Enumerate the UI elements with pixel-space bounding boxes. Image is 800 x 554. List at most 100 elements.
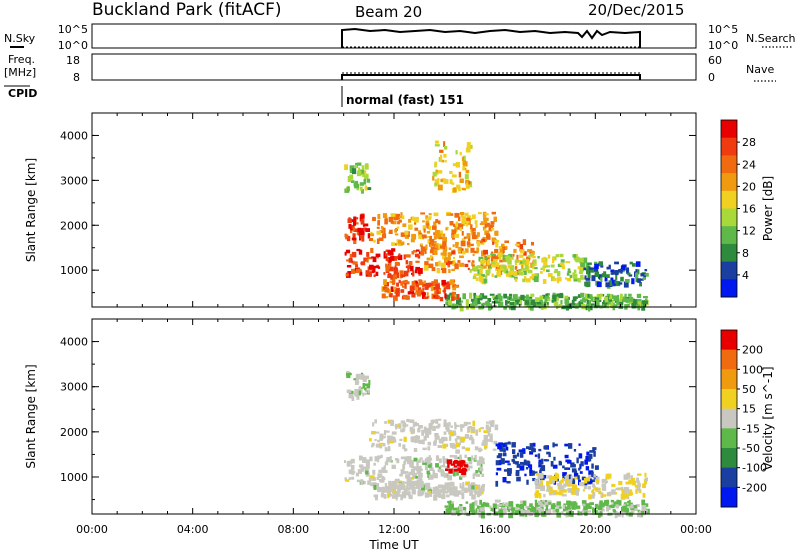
echo-cell xyxy=(402,280,406,285)
echo-cell xyxy=(432,489,438,495)
echo-cell xyxy=(460,460,463,467)
echo-cell xyxy=(434,140,439,144)
echo-cell xyxy=(494,424,499,431)
echo-cell xyxy=(416,249,420,252)
echo-cell xyxy=(463,421,468,427)
echo-cell xyxy=(525,466,529,470)
echo-cell xyxy=(449,455,455,458)
echo-cell xyxy=(411,281,416,288)
echo-cell xyxy=(512,253,515,257)
echo-cell xyxy=(599,293,603,297)
echo-cell xyxy=(389,280,392,284)
echo-cell xyxy=(532,442,536,447)
echo-cell xyxy=(515,472,520,476)
echo-cell xyxy=(392,488,395,494)
echo-cell xyxy=(386,457,391,462)
echo-cell xyxy=(515,503,520,508)
echo-cell xyxy=(496,499,501,502)
freq-tick-bottom: 8 xyxy=(73,71,80,84)
echo-cell xyxy=(465,299,469,305)
echo-cell xyxy=(562,489,567,493)
echo-cell xyxy=(481,467,484,472)
echo-cell xyxy=(430,419,434,425)
echo-cell xyxy=(371,442,375,447)
echo-cell xyxy=(524,300,529,305)
echo-cell xyxy=(574,476,578,480)
echo-cell xyxy=(644,269,648,272)
echo-cell xyxy=(444,249,447,256)
echo-cell xyxy=(455,424,460,427)
y-axis-label: Slant Range [km] xyxy=(24,364,38,468)
echo-cell xyxy=(452,443,455,449)
echo-cell xyxy=(443,460,448,464)
echo-cell xyxy=(385,265,390,269)
echo-cell xyxy=(464,263,469,268)
echo-cell xyxy=(424,236,429,239)
echo-cell xyxy=(578,443,581,446)
echo-cell xyxy=(450,213,454,216)
echo-cell xyxy=(403,436,407,442)
echo-cell xyxy=(349,253,353,260)
echo-cell xyxy=(430,255,433,259)
echo-cell xyxy=(585,456,590,462)
echo-cell xyxy=(356,479,362,483)
echo-cell xyxy=(550,461,554,467)
echo-cell xyxy=(375,253,381,258)
echo-cell xyxy=(354,392,357,396)
echo-cell xyxy=(437,423,441,428)
echo-cell xyxy=(634,505,637,511)
echo-cell xyxy=(510,298,514,302)
echo-cell xyxy=(392,274,398,280)
echo-cell xyxy=(397,221,400,225)
echo-cell xyxy=(376,238,380,244)
echo-cell xyxy=(520,294,525,301)
echo-cell xyxy=(512,454,517,459)
echo-cell xyxy=(496,272,502,277)
echo-cell xyxy=(492,503,497,509)
echo-cell xyxy=(415,466,421,472)
echo-cell xyxy=(516,254,519,260)
echo-cell xyxy=(445,468,449,471)
echo-cell xyxy=(641,505,647,511)
echo-cell xyxy=(441,485,444,491)
echo-cell xyxy=(562,465,565,469)
echo-cell xyxy=(512,449,516,454)
echo-cell xyxy=(403,471,408,474)
echo-cell xyxy=(445,465,450,471)
echo-cell xyxy=(377,439,380,443)
echo-cell xyxy=(546,302,549,306)
echo-cell xyxy=(495,472,498,476)
echo-cell xyxy=(591,474,595,478)
echo-cell xyxy=(531,255,536,259)
echo-cell xyxy=(576,457,579,464)
echo-cell xyxy=(492,296,495,299)
echo-cell xyxy=(578,301,584,307)
echo-cell xyxy=(415,280,418,284)
echo-cell xyxy=(537,453,541,459)
freq-label-2: [MHz] xyxy=(4,66,36,79)
y-tick-label: 4000 xyxy=(60,336,88,349)
echo-cell xyxy=(429,244,432,247)
echo-cell xyxy=(641,305,646,311)
echo-cell xyxy=(454,263,459,270)
echo-cell xyxy=(360,479,364,485)
echo-cell xyxy=(518,272,524,276)
echo-cell xyxy=(488,225,494,231)
echo-cell xyxy=(538,300,543,304)
echo-cell xyxy=(472,231,476,236)
echo-cell xyxy=(460,225,463,230)
echo-cell xyxy=(437,220,441,225)
echo-cell xyxy=(423,296,429,300)
echo-cell xyxy=(435,433,439,436)
colorbar-segment xyxy=(721,408,737,429)
echo-cell xyxy=(529,503,533,508)
echo-cell xyxy=(487,426,492,432)
echo-cell xyxy=(515,299,519,305)
echo-cell xyxy=(381,487,386,492)
echo-cell xyxy=(618,269,623,273)
echo-cell xyxy=(552,443,558,447)
echo-cell xyxy=(499,512,504,518)
echo-cell xyxy=(383,465,386,468)
echo-cell xyxy=(433,440,437,444)
echo-cell xyxy=(353,268,356,271)
